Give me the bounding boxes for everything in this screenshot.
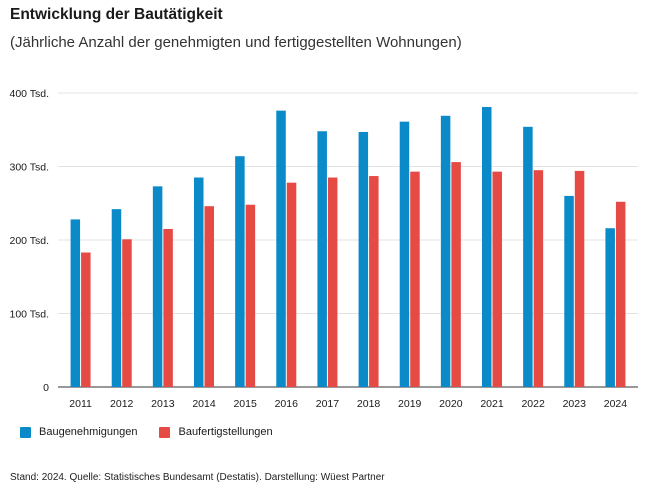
bar-baufertigstellungen-2015 bbox=[245, 204, 256, 387]
x-tick-label-2018: 2018 bbox=[357, 398, 381, 410]
legend-swatch-baufertigstellungen bbox=[159, 426, 171, 438]
bar-baufertigstellungen-2019 bbox=[410, 171, 420, 387]
y-tick-label-0: 0 bbox=[43, 382, 49, 394]
bar-baufertigstellungen-2020 bbox=[451, 162, 461, 387]
legend: Baugenehmigungen Baufertigstellungen bbox=[20, 426, 273, 438]
chart-title: Entwicklung der Bautätigkeit bbox=[10, 6, 223, 23]
legend-swatch-baugenehmigungen bbox=[20, 426, 31, 438]
bar-baugenehmigungen-2017 bbox=[317, 131, 327, 387]
bar-baugenehmigungen-2021 bbox=[482, 106, 492, 387]
legend-item-baufertigstellungen: Baufertigstellungen bbox=[159, 426, 273, 438]
legend-label-baugenehmigungen: Baugenehmigungen bbox=[39, 426, 138, 438]
bar-chart: 0 100 Tsd. 200 Tsd. 300 Tsd. 400 Tsd. 2011 201… bbox=[9, 88, 638, 410]
x-tick-label-2015: 2015 bbox=[233, 398, 257, 410]
bar-baufertigstellungen-2022 bbox=[533, 170, 544, 387]
legend-item-baugenehmigungen: Baugenehmigungen bbox=[20, 426, 137, 438]
source-footnote: Stand: 2024. Quelle: Statistisches Bunde… bbox=[10, 472, 385, 483]
y-tick-label-2: 200 Tsd. bbox=[9, 235, 49, 247]
bar-baugenehmigungen-2024 bbox=[605, 228, 615, 387]
x-tick-label-2016: 2016 bbox=[275, 398, 299, 410]
bar-baufertigstellungen-2016 bbox=[286, 182, 297, 387]
bar-baufertigstellungen-2013 bbox=[163, 228, 173, 387]
y-tick-label-3: 300 Tsd. bbox=[9, 162, 49, 174]
x-tick-label-2011: 2011 bbox=[69, 398, 92, 410]
bar-baugenehmigungen-2013 bbox=[152, 186, 163, 387]
x-tick-label-2024: 2024 bbox=[604, 398, 628, 410]
bar-baufertigstellungen-2021 bbox=[492, 171, 502, 387]
bar-baugenehmigungen-2016 bbox=[276, 110, 286, 387]
x-tick-label-2021: 2021 bbox=[480, 398, 504, 410]
bar-baufertigstellungen-2024 bbox=[615, 201, 626, 387]
x-tick-label-2012: 2012 bbox=[110, 398, 134, 410]
x-tick-label-2023: 2023 bbox=[563, 398, 587, 410]
x-tick-label-2022: 2022 bbox=[521, 398, 545, 410]
bar-baugenehmigungen-2011 bbox=[70, 219, 81, 387]
bar-baugenehmigungen-2014 bbox=[194, 177, 204, 387]
legend-label-baufertigstellungen: Baufertigstellungen bbox=[178, 426, 273, 438]
bar-baugenehmigungen-2012 bbox=[111, 209, 122, 387]
bar-baugenehmigungen-2023 bbox=[564, 195, 574, 387]
bar-baugenehmigungen-2018 bbox=[358, 131, 369, 387]
bar-baugenehmigungen-2022 bbox=[523, 126, 533, 387]
bar-baufertigstellungen-2017 bbox=[327, 177, 338, 387]
bar-baufertigstellungen-2014 bbox=[204, 206, 214, 387]
bar-baufertigstellungen-2018 bbox=[369, 176, 379, 387]
x-tick-label-2014: 2014 bbox=[192, 398, 216, 410]
x-tick-label-2019: 2019 bbox=[398, 398, 422, 410]
x-tick-label-2020: 2020 bbox=[439, 398, 463, 410]
bar-baugenehmigungen-2015 bbox=[235, 156, 245, 387]
bar-baugenehmigungen-2020 bbox=[440, 115, 451, 387]
bar-baugenehmigungen-2019 bbox=[399, 121, 410, 387]
x-tick-label-2017: 2017 bbox=[316, 398, 340, 410]
bar-baufertigstellungen-2012 bbox=[122, 239, 132, 387]
bar-baufertigstellungen-2023 bbox=[574, 170, 585, 387]
bar-baufertigstellungen-2011 bbox=[81, 252, 91, 387]
y-tick-label-4: 400 Tsd. bbox=[9, 88, 49, 100]
y-tick-label-1: 100 Tsd. bbox=[9, 309, 49, 321]
chart-subtitle: (Jährliche Anzahl der genehmigten und fe… bbox=[10, 34, 462, 51]
x-tick-label-2013: 2013 bbox=[151, 398, 175, 410]
